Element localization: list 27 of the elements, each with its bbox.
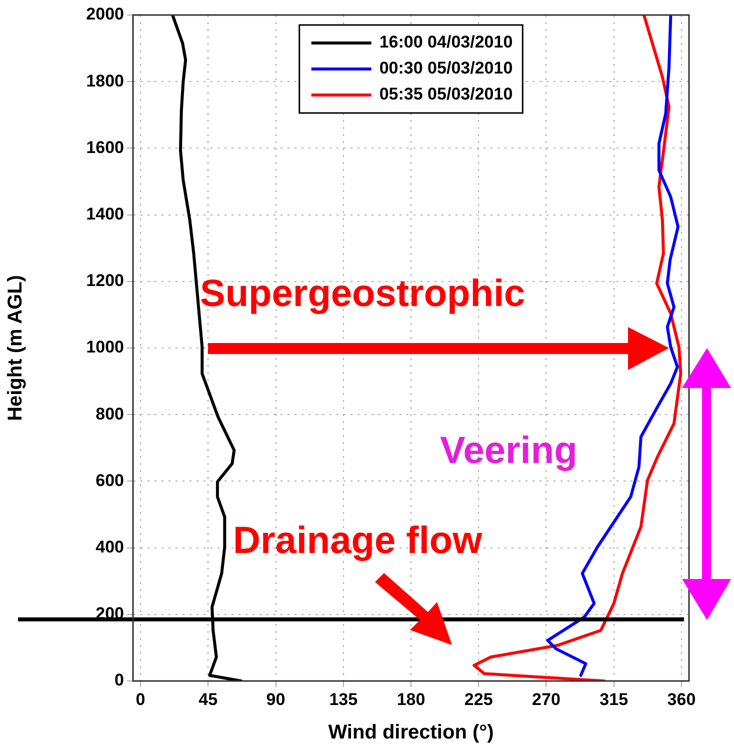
x-tick-label: 180 bbox=[396, 690, 426, 709]
annotation: Veering bbox=[440, 430, 578, 472]
x-tick-label: 270 bbox=[532, 690, 560, 709]
y-tick-label: 1400 bbox=[86, 204, 124, 224]
annotation: Supergeostrophic bbox=[200, 273, 526, 315]
y-tick-label: 1600 bbox=[86, 138, 124, 157]
x-tick-label: 90 bbox=[266, 690, 286, 709]
annotation: Drainage flow bbox=[233, 520, 482, 562]
x-axis-title: Wind direction (°) bbox=[328, 722, 494, 744]
y-tick-label: 2000 bbox=[86, 4, 124, 24]
y-axis-title: Height (m AGL) bbox=[4, 275, 27, 421]
y-tick-label: 800 bbox=[96, 404, 124, 424]
x-tick-label: 315 bbox=[600, 690, 628, 709]
y-tick-label: 1200 bbox=[86, 271, 124, 290]
x-tick-label: 135 bbox=[329, 690, 358, 709]
legend-label: 00:30 05/03/2010 bbox=[379, 58, 513, 78]
y-tick-label: 400 bbox=[96, 537, 124, 556]
y-tick-label: 600 bbox=[96, 470, 124, 490]
legend-label: 16:00 04/03/2010 bbox=[379, 32, 513, 52]
x-tick-label: 360 bbox=[667, 690, 696, 709]
y-tick-label: 1800 bbox=[86, 71, 124, 90]
legend-label: 05:35 05/03/2010 bbox=[379, 84, 513, 104]
y-tick-label: 1000 bbox=[86, 338, 124, 357]
x-tick-label: 45 bbox=[198, 690, 218, 709]
y-tick-label: 0 bbox=[114, 670, 124, 690]
x-tick-label: 225 bbox=[464, 690, 493, 709]
x-tick-label: 0 bbox=[136, 690, 146, 709]
